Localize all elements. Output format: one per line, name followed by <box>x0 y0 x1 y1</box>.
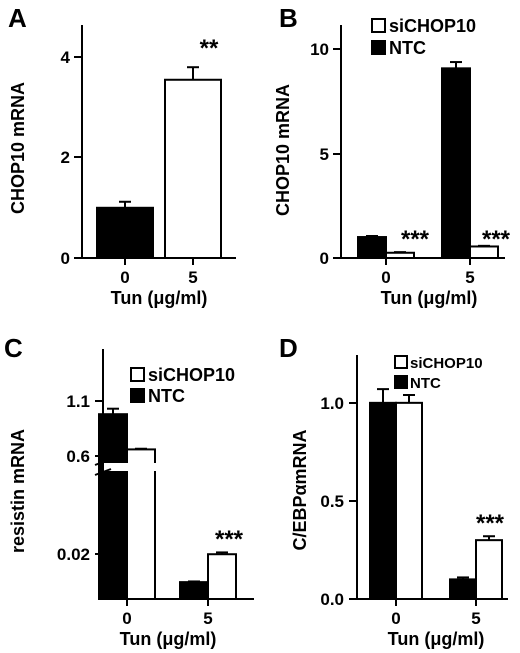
panel-a-bars <box>96 66 222 260</box>
panel-c-bar-break-gap <box>104 463 164 471</box>
panel-d: D 0.0 0.5 1.0 0 5 Tun (μg/ml) C/EBPαmRNA… <box>279 333 508 649</box>
panel-c-bar-sichop10 <box>126 448 156 600</box>
panel-b-bar-ntc <box>441 67 471 259</box>
panel-d-y-axis-label: C/EBPαmRNA <box>290 429 310 550</box>
panel-a-ytick-label: 0 <box>61 249 70 268</box>
panel-c-legend-swatch-ntc <box>130 388 145 403</box>
panel-b-xtick-label: 5 <box>465 268 474 287</box>
panel-b: B 0 5 10 0 5 Tun (μg/ml) CHOP10 mRNA siC… <box>273 3 511 308</box>
panel-c-ytick-label: 0.02 <box>57 545 90 564</box>
panel-b-legend-swatch-ntc <box>371 40 386 55</box>
panel-a: A 0 2 4 0 5 Tun (μg/ml) CHOP10 mRNA ** <box>8 3 236 308</box>
panel-d-bars <box>369 388 503 601</box>
panel-a-xtick-label: 0 <box>120 268 129 287</box>
panel-c-x-axis-label: Tun (μg/ml) <box>120 629 217 649</box>
panel-c-legend: siCHOP10 NTC <box>130 365 235 406</box>
panel-d-ytick-label: 1.0 <box>320 394 344 413</box>
panel-d-legend-swatch-ntc <box>394 375 408 389</box>
panel-d-xtick-label: 5 <box>471 609 480 628</box>
panel-c-legend-swatch-sichop10 <box>130 367 145 382</box>
panel-c-bar-sichop10 <box>207 553 237 600</box>
panel-c-legend-label: siCHOP10 <box>148 365 235 385</box>
panel-c-bar-ntc <box>179 581 209 600</box>
panel-a-ytick-label: 4 <box>61 48 71 67</box>
panel-d-x-axis-label: Tun (μg/ml) <box>388 629 485 649</box>
panel-c-xtick-label: 5 <box>203 609 212 628</box>
panel-d-legend-label: siCHOP10 <box>410 355 483 372</box>
panel-d-bar-ntc <box>369 401 397 600</box>
panel-b-legend-swatch-sichop10 <box>371 18 386 33</box>
panel-a-ytick-label: 2 <box>61 148 70 167</box>
panel-b-y-axis-label: CHOP10 mRNA <box>273 84 293 216</box>
panel-d-bar-sichop10 <box>475 539 503 601</box>
panel-b-significance: *** <box>401 226 430 253</box>
panel-d-bar-sichop10 <box>395 401 423 600</box>
panel-a-bar <box>96 206 154 260</box>
panel-b-ytick-label: 10 <box>310 40 329 59</box>
panel-b-xtick-label: 0 <box>381 268 390 287</box>
panel-c-xtick-label: 0 <box>122 609 131 628</box>
panel-c-bars <box>98 407 237 601</box>
panel-b-bar-ntc <box>357 236 387 259</box>
panel-b-ytick-label: 0 <box>320 249 329 268</box>
panel-a-y-axis-label: CHOP10 mRNA <box>8 82 28 214</box>
panel-c-y-axis-label: resistin mRNA <box>8 429 28 553</box>
panel-c-significance: *** <box>215 526 244 553</box>
panel-b-letter: B <box>279 3 298 33</box>
panel-b-x-axis-label: Tun (μg/ml) <box>381 288 478 308</box>
panel-b-significance: *** <box>482 226 511 253</box>
panel-b-legend: siCHOP10 NTC <box>371 16 476 58</box>
panel-d-legend: siCHOP10 NTC <box>394 355 483 392</box>
panel-d-ytick-label: 0.5 <box>320 492 344 511</box>
panel-a-x-axis-label: Tun (μg/ml) <box>111 288 208 308</box>
panel-a-bar <box>164 78 222 259</box>
panel-d-letter: D <box>279 333 298 363</box>
panel-c-letter: C <box>4 333 23 363</box>
panel-d-significance: *** <box>476 510 505 537</box>
panel-c: C 0.02 0.6 1.1 0 5 Tun (μg/ml) resistin … <box>4 333 254 649</box>
panel-a-xtick-label: 5 <box>188 268 197 287</box>
panel-c-legend-label: NTC <box>148 386 185 406</box>
panel-d-legend-swatch-sichop10 <box>394 355 408 369</box>
panel-a-letter: A <box>8 3 27 33</box>
panel-d-legend-label: NTC <box>410 375 441 392</box>
panel-d-ytick-label: 0.0 <box>320 590 344 609</box>
panel-d-xtick-label: 0 <box>391 609 400 628</box>
panel-d-bar-ntc <box>449 578 477 601</box>
panel-b-legend-label: siCHOP10 <box>389 16 476 36</box>
panel-c-ytick-label: 0.6 <box>66 447 90 466</box>
panel-a-significance: ** <box>200 35 219 62</box>
panel-c-axis-break <box>94 458 112 476</box>
panel-b-ytick-label: 5 <box>320 145 329 164</box>
panel-b-legend-label: NTC <box>389 38 426 58</box>
panel-c-ytick-label: 1.1 <box>66 392 90 411</box>
